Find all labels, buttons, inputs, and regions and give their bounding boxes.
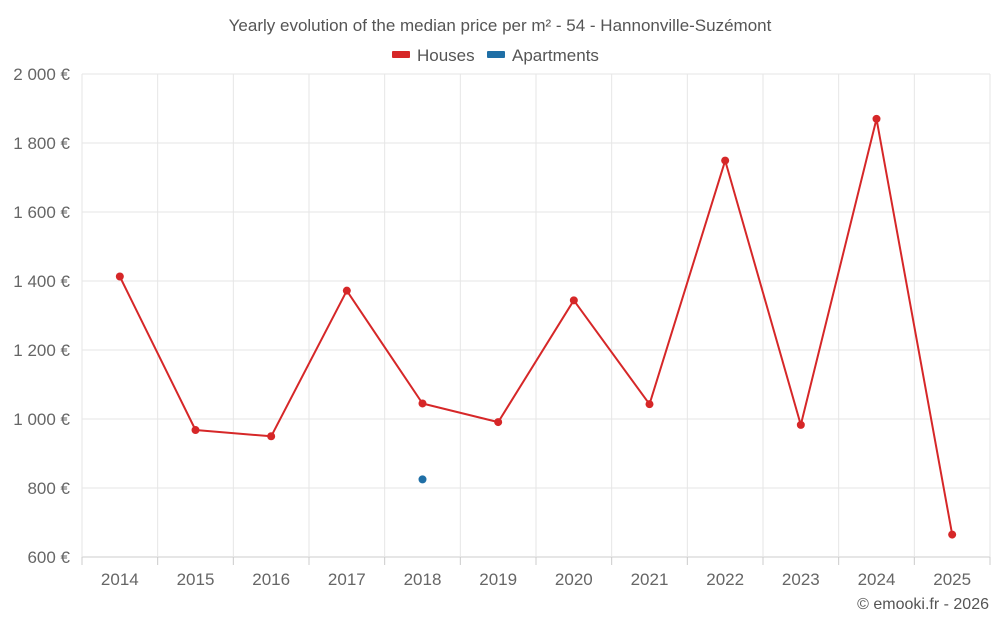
x-tick-label: 2020 bbox=[555, 570, 593, 589]
y-tick-label: 1 000 € bbox=[13, 410, 70, 429]
data-point-houses[interactable] bbox=[569, 296, 578, 305]
y-tick-label: 1 400 € bbox=[13, 272, 70, 291]
legend-label-apartments: Apartments bbox=[512, 46, 599, 65]
data-point-houses[interactable] bbox=[948, 530, 957, 539]
y-tick-label: 1 600 € bbox=[13, 203, 70, 222]
legend-swatch-houses bbox=[392, 51, 410, 58]
legend-item-houses[interactable]: Houses bbox=[392, 46, 475, 65]
legend: Houses Apartments bbox=[392, 46, 599, 65]
data-point-houses[interactable] bbox=[494, 418, 503, 427]
series bbox=[115, 114, 957, 539]
x-tick-label: 2023 bbox=[782, 570, 820, 589]
x-tick-label: 2018 bbox=[404, 570, 442, 589]
y-axis-labels: 600 € 800 € 1 000 € 1 200 € 1 400 € 1 600 € 1 … bbox=[13, 65, 70, 567]
credit-text: © emooki.fr - 2026 bbox=[857, 596, 989, 613]
y-tick-label: 600 € bbox=[27, 548, 70, 567]
legend-swatch-apartments bbox=[487, 51, 505, 58]
x-tick-label: 2014 bbox=[101, 570, 139, 589]
x-tick-label: 2022 bbox=[706, 570, 744, 589]
legend-label-houses: Houses bbox=[417, 46, 475, 65]
grid bbox=[81, 73, 991, 565]
x-tick-label: 2021 bbox=[631, 570, 669, 589]
series-line-houses bbox=[118, 117, 954, 535]
x-tick-label: 2016 bbox=[252, 570, 290, 589]
legend-item-apartments[interactable]: Apartments bbox=[487, 46, 599, 65]
data-point-houses[interactable] bbox=[191, 426, 200, 435]
x-tick-label: 2024 bbox=[858, 570, 896, 589]
data-point-houses[interactable] bbox=[796, 420, 805, 429]
data-point-houses[interactable] bbox=[342, 286, 351, 295]
y-tick-label: 2 000 € bbox=[13, 65, 70, 84]
y-tick-label: 1 800 € bbox=[13, 134, 70, 153]
chart-title: Yearly evolution of the median price per… bbox=[229, 16, 772, 35]
x-tick-label: 2025 bbox=[933, 570, 971, 589]
data-point-houses[interactable] bbox=[267, 432, 276, 441]
data-point-houses[interactable] bbox=[418, 399, 427, 408]
x-tick-label: 2015 bbox=[177, 570, 215, 589]
x-axis-labels: 2014 2015 2016 2017 2018 2019 2020 2021 2022 2023… bbox=[101, 570, 971, 589]
data-point-houses[interactable] bbox=[115, 272, 124, 281]
y-tick-label: 800 € bbox=[27, 479, 70, 498]
data-point-houses[interactable] bbox=[721, 156, 730, 165]
data-point-houses[interactable] bbox=[872, 114, 881, 123]
data-point-houses[interactable] bbox=[645, 400, 654, 409]
y-tick-label: 1 200 € bbox=[13, 341, 70, 360]
data-point-apartments[interactable] bbox=[418, 475, 427, 484]
x-tick-label: 2019 bbox=[479, 570, 517, 589]
x-tick-label: 2017 bbox=[328, 570, 366, 589]
